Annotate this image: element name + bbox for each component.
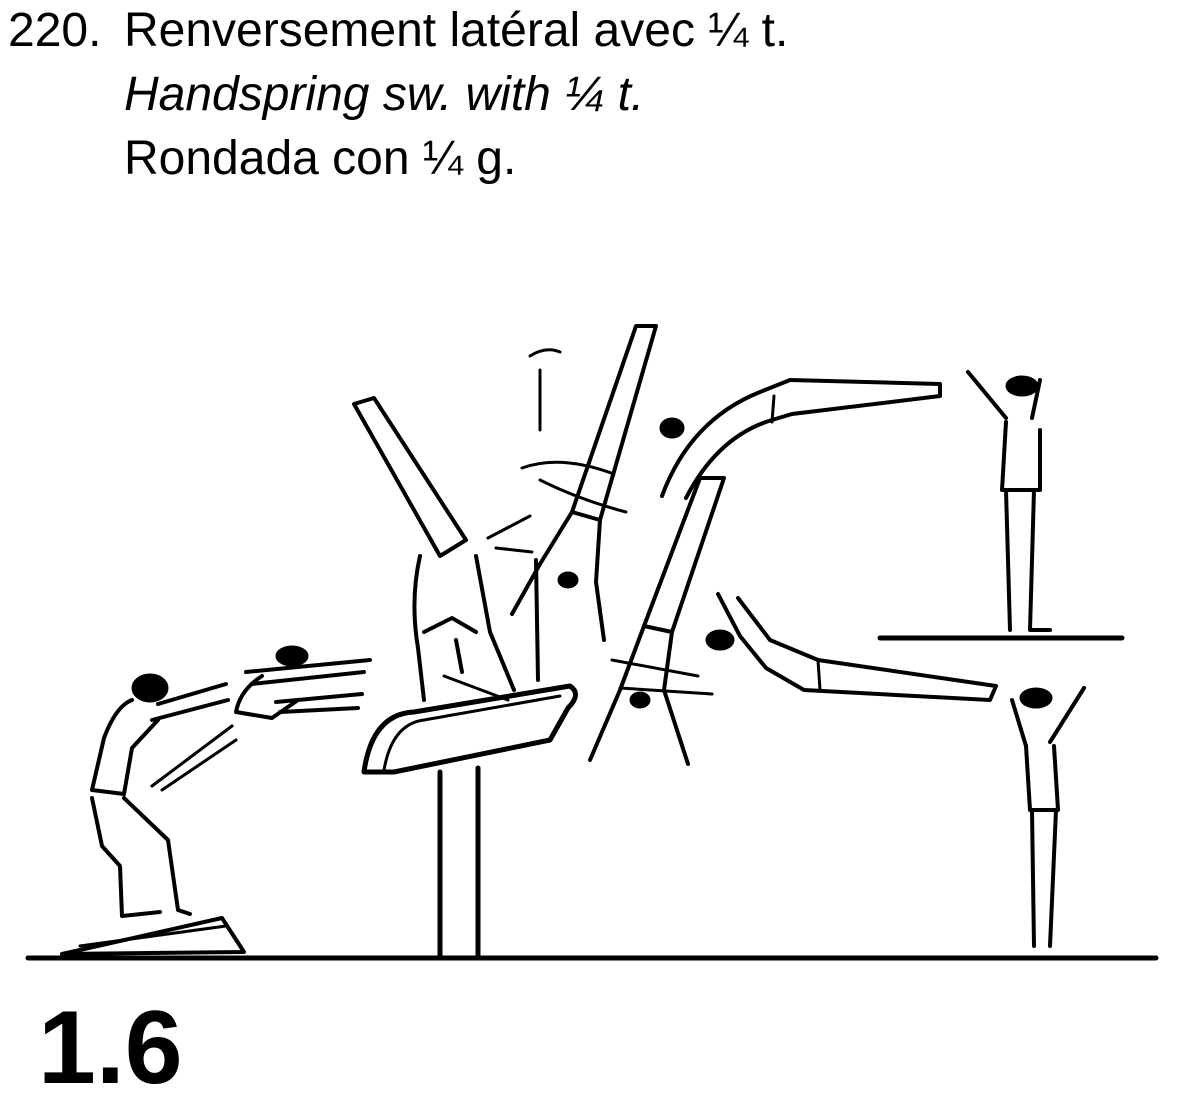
gymnast-landing-floor (1010, 686, 1086, 948)
gymnast-arched-flight-lower (705, 592, 998, 702)
gymnast-handstand-turn (486, 324, 658, 682)
gymnast-arched-flight-upper (659, 378, 942, 500)
gymnast-preflight (234, 645, 372, 720)
element-name-french: Renversement latéral avec ¼ t. (124, 4, 789, 57)
element-number: 220. (8, 4, 102, 57)
element-name-spanish: Rondada con ¼ g. (124, 132, 517, 185)
gymnast-takeoff (90, 673, 238, 918)
gymnast-second-flight (588, 476, 726, 766)
vaulting-horse (361, 683, 578, 961)
difficulty-value: 1.6 (38, 990, 183, 1106)
gymnast-support-phase (352, 396, 516, 702)
gymnast-landing-upper (966, 370, 1052, 632)
element-name-english: Handspring sw. with ¼ t. (124, 68, 645, 121)
springboard (60, 916, 246, 956)
